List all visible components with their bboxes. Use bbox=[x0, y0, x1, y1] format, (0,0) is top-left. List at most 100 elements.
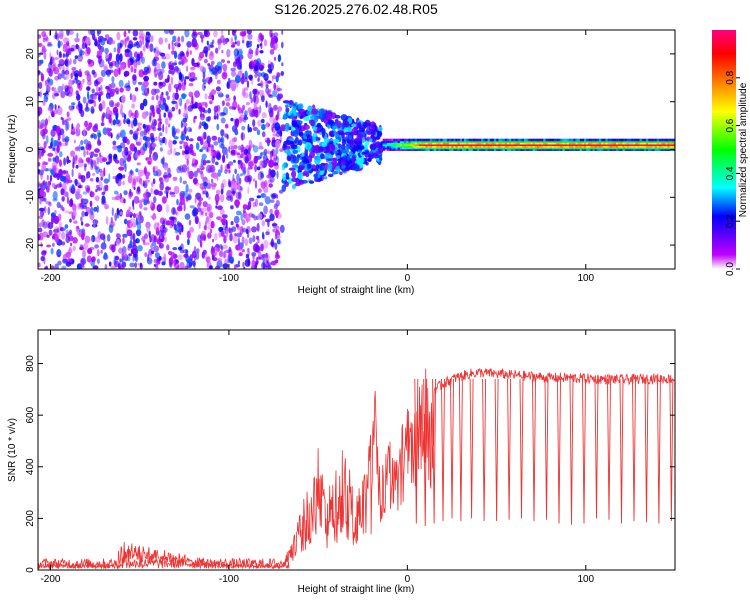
heatmap-cell bbox=[172, 92, 177, 100]
heatmap-cell bbox=[149, 115, 152, 123]
heatmap-cell bbox=[191, 103, 198, 109]
heatmap-cell bbox=[652, 146, 655, 150]
heatmap-cell bbox=[228, 146, 231, 154]
heatmap-cell bbox=[258, 141, 263, 149]
heatmap-cell bbox=[485, 148, 488, 151]
heatmap-cell bbox=[406, 141, 409, 145]
heatmap-cell bbox=[554, 138, 557, 142]
heatmap-cell bbox=[168, 69, 172, 75]
x-tick-label: -200 bbox=[40, 273, 60, 284]
heatmap-cell bbox=[351, 123, 357, 128]
heatmap-cell bbox=[631, 143, 634, 147]
heatmap-cell bbox=[603, 141, 606, 145]
heatmap-cell bbox=[256, 222, 260, 232]
heatmap-cell bbox=[635, 138, 638, 142]
heatmap-cell bbox=[504, 148, 508, 151]
heatmap-cell bbox=[194, 197, 197, 204]
heatmap-cell bbox=[380, 138, 383, 142]
heatmap-cell bbox=[123, 30, 127, 38]
heatmap-cell bbox=[395, 141, 398, 145]
heatmap-cell bbox=[562, 141, 565, 145]
heatmap-cell bbox=[103, 167, 106, 176]
heatmap-cell bbox=[255, 47, 259, 56]
heatmap-cell bbox=[64, 53, 69, 58]
heatmap-cell bbox=[201, 153, 207, 160]
heatmap-cell bbox=[599, 143, 602, 147]
heatmap-cell bbox=[406, 138, 409, 142]
heatmap-cell bbox=[556, 138, 559, 142]
heatmap-cell bbox=[42, 250, 47, 254]
heatmap-cell bbox=[197, 207, 201, 213]
heatmap-cell bbox=[560, 145, 563, 148]
heatmap-cell bbox=[54, 104, 57, 110]
heatmap-cell bbox=[564, 141, 567, 145]
heatmap-cell bbox=[673, 141, 675, 145]
heatmap-cell bbox=[136, 128, 139, 132]
heatmap-cell bbox=[184, 76, 190, 80]
heatmap-cell bbox=[393, 146, 396, 150]
heatmap-cell bbox=[558, 146, 561, 150]
heatmap-cell bbox=[236, 210, 242, 216]
heatmap-cell bbox=[509, 143, 512, 147]
heatmap-cell bbox=[423, 145, 426, 148]
snr-dip bbox=[469, 378, 474, 519]
heatmap-cell bbox=[327, 173, 334, 178]
heatmap-cell bbox=[472, 140, 475, 143]
heatmap-cell bbox=[292, 184, 296, 190]
heatmap-cell bbox=[349, 140, 354, 145]
heatmap-cell bbox=[252, 235, 256, 243]
heatmap-cell bbox=[436, 140, 439, 143]
heatmap-cell bbox=[519, 138, 523, 142]
heatmap-cell bbox=[663, 140, 666, 143]
heatmap-cell bbox=[113, 47, 117, 53]
heatmap-cell bbox=[115, 238, 121, 246]
heatmap-cell bbox=[234, 118, 240, 126]
heatmap-cell bbox=[152, 241, 157, 247]
heatmap-cell bbox=[193, 31, 198, 37]
heatmap-cell bbox=[125, 37, 129, 41]
heatmap-cell bbox=[86, 143, 92, 151]
heatmap-cell bbox=[78, 50, 85, 56]
x-tick-label: -100 bbox=[219, 273, 239, 284]
heatmap-cell bbox=[393, 148, 396, 151]
heatmap-cell bbox=[551, 145, 555, 148]
heatmap-cell bbox=[104, 34, 110, 39]
heatmap-cell bbox=[391, 141, 394, 145]
heatmap-cell bbox=[530, 141, 533, 145]
heatmap-cell bbox=[123, 70, 130, 77]
heatmap-cell bbox=[393, 145, 396, 148]
heatmap-cell bbox=[502, 148, 505, 151]
heatmap-cell bbox=[444, 141, 448, 145]
heatmap-cell bbox=[217, 257, 222, 264]
heatmap-cell bbox=[669, 146, 672, 150]
heatmap-cell bbox=[421, 140, 424, 143]
heatmap-cell bbox=[137, 81, 143, 85]
heatmap-cell bbox=[252, 254, 255, 261]
heatmap-cell bbox=[142, 45, 146, 52]
heatmap-cell bbox=[108, 69, 114, 74]
heatmap-cell bbox=[240, 76, 245, 85]
heatmap-cell bbox=[46, 43, 53, 47]
heatmap-cell bbox=[246, 80, 250, 88]
heatmap-cell bbox=[566, 146, 570, 150]
heatmap-cell bbox=[222, 154, 226, 164]
heatmap-cell bbox=[186, 40, 193, 48]
heatmap-cell bbox=[599, 141, 602, 145]
heatmap-cell bbox=[494, 145, 497, 148]
heatmap-cell bbox=[76, 93, 81, 101]
heatmap-cell bbox=[146, 136, 151, 142]
heatmap-cell bbox=[52, 198, 58, 202]
heatmap-cell bbox=[78, 68, 82, 78]
heatmap-cell bbox=[588, 138, 591, 142]
heatmap-cell bbox=[541, 143, 544, 147]
heatmap-cell bbox=[369, 138, 373, 142]
heatmap-cell bbox=[442, 145, 445, 148]
heatmap-cell bbox=[42, 37, 46, 43]
heatmap-cell bbox=[76, 32, 79, 38]
heatmap-cell bbox=[286, 155, 292, 162]
heatmap-cell bbox=[391, 140, 394, 143]
heatmap-cell bbox=[620, 145, 623, 148]
heatmap-cell bbox=[648, 148, 651, 151]
heatmap-cell bbox=[249, 74, 253, 81]
